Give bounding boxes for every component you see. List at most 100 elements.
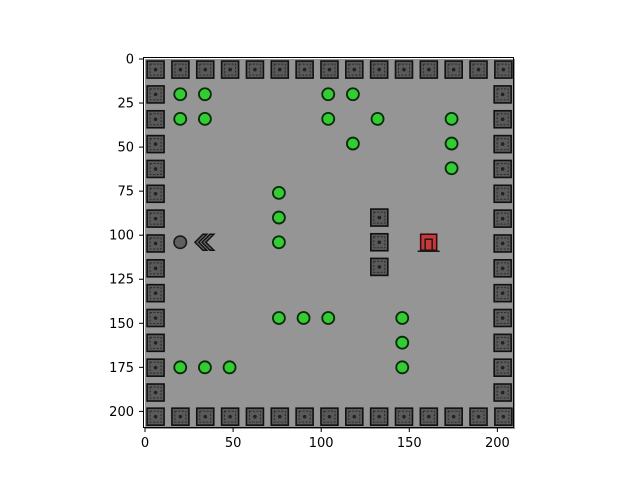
- wall-tile: [171, 407, 190, 426]
- player-double-chevron-left-icon: [193, 233, 216, 251]
- wall-tile: [493, 184, 512, 204]
- game-board: [145, 59, 515, 429]
- gem: [198, 87, 212, 102]
- y-tick-label: 150: [109, 317, 134, 332]
- gem: [395, 335, 410, 350]
- wall-tile: [146, 333, 165, 353]
- wall-tile: [469, 407, 488, 426]
- wall-tile: [146, 308, 165, 328]
- wall-tile: [494, 60, 513, 79]
- wall-tile: [220, 60, 240, 79]
- wall-tile: [146, 234, 165, 253]
- gem: [173, 360, 188, 375]
- wall-tile: [195, 407, 215, 426]
- wall-tile: [146, 85, 165, 104]
- wall-tile: [493, 358, 512, 377]
- wall-tile: [494, 407, 513, 426]
- wall-tile: [369, 60, 389, 79]
- gem: [346, 136, 360, 151]
- wall-tile: [146, 358, 165, 377]
- plot-frame: [143, 57, 514, 428]
- gem: [370, 112, 385, 126]
- x-tick-label: 150: [397, 436, 422, 451]
- gem: [173, 112, 188, 126]
- wall-tile: [146, 184, 165, 204]
- wall-tile: [345, 407, 364, 426]
- gem: [444, 161, 459, 176]
- wall-tile: [369, 407, 389, 426]
- boulder: [173, 235, 188, 250]
- gem: [272, 235, 286, 250]
- wall-tile: [345, 60, 364, 79]
- wall-tile: [394, 407, 414, 426]
- x-tick-label: 200: [485, 436, 510, 451]
- x-tick-label: 0: [141, 436, 149, 451]
- wall-tile: [146, 407, 165, 426]
- wall-tile: [444, 60, 463, 79]
- wall-tile: [370, 257, 389, 277]
- x-tick-label: 50: [225, 436, 242, 451]
- wall-tile: [370, 208, 389, 227]
- wall-tile: [270, 60, 290, 79]
- wall-tile: [146, 134, 165, 154]
- wall-tile: [320, 407, 339, 426]
- x-tick-label: 100: [309, 436, 334, 451]
- wall-tile: [245, 60, 265, 79]
- wall-tile: [394, 60, 414, 79]
- wall-tile: [146, 209, 165, 228]
- y-tick-label: 200: [109, 405, 134, 420]
- x-axis: 0 50 100 150 200: [141, 427, 510, 451]
- gem: [395, 360, 410, 375]
- wall-tile: [493, 109, 512, 129]
- gem: [173, 87, 188, 102]
- gem: [272, 186, 286, 200]
- gem: [272, 210, 286, 225]
- gem: [198, 112, 212, 126]
- wall-tile: [146, 109, 165, 129]
- y-tick-label: 100: [109, 229, 134, 244]
- wall-tile: [270, 407, 290, 426]
- gem: [444, 112, 459, 126]
- gem: [346, 87, 360, 102]
- y-tick-label: 0: [126, 53, 134, 68]
- wall-tile: [419, 407, 439, 426]
- exit-door-icon: [417, 233, 440, 253]
- wall-tile: [320, 60, 339, 79]
- y-tick-label: 175: [109, 361, 134, 376]
- gem: [321, 112, 336, 126]
- gem: [272, 311, 286, 325]
- wall-tile: [444, 407, 463, 426]
- wall-tile: [146, 259, 165, 278]
- wall-tile: [146, 60, 165, 79]
- gem: [395, 311, 410, 325]
- wall-tile: [195, 60, 215, 79]
- gem: [296, 311, 311, 325]
- y-tick-label: 125: [109, 273, 134, 288]
- gem: [321, 311, 336, 325]
- wall-tile: [493, 333, 512, 353]
- wall-tile: [493, 134, 512, 154]
- wall-tile: [295, 407, 314, 426]
- wall-tile: [493, 209, 512, 228]
- wall-tile: [419, 60, 439, 79]
- wall-tile: [493, 283, 512, 303]
- wall-tile: [245, 407, 265, 426]
- wall-tile: [493, 259, 512, 278]
- gem: [198, 360, 212, 375]
- wall-tile: [171, 60, 190, 79]
- wall-tile: [493, 159, 512, 179]
- wall-tile: [493, 308, 512, 328]
- y-tick-label: 75: [117, 185, 134, 200]
- wall-tile: [220, 407, 240, 426]
- wall-tile: [146, 383, 165, 402]
- wall-tile: [493, 383, 512, 402]
- gem: [321, 87, 336, 102]
- wall-tile: [146, 159, 165, 179]
- wall-tile: [295, 60, 314, 79]
- wall-tile: [146, 283, 165, 303]
- wall-tile: [493, 234, 512, 253]
- y-axis: 0 25 50 75 100 125 150 175 200: [109, 53, 144, 420]
- y-tick-label: 50: [117, 141, 134, 156]
- gem: [222, 360, 237, 375]
